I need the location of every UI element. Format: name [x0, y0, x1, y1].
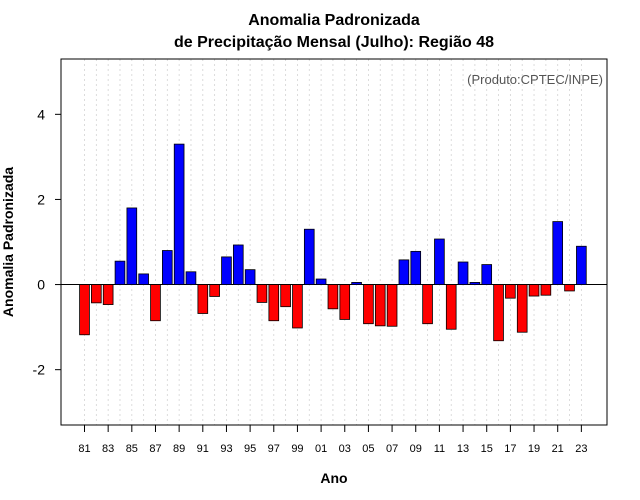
y-tick-label: 4 — [37, 106, 45, 122]
bar-00 — [303, 228, 315, 285]
bar-11 — [434, 238, 445, 285]
bar-21 — [552, 221, 563, 285]
bars-layer — [79, 143, 587, 342]
bar-12 — [445, 284, 457, 330]
x-tick-label: 83 — [102, 443, 114, 455]
bar-16 — [493, 284, 504, 342]
bar-09 — [410, 250, 422, 285]
bar-84 — [114, 260, 126, 285]
x-tick-label: 99 — [291, 443, 303, 455]
x-tick-label: 13 — [457, 443, 469, 455]
y-tick-label: -2 — [33, 362, 46, 378]
bar-82 — [91, 284, 102, 304]
bar-15 — [481, 264, 493, 285]
x-tick-label: 81 — [78, 443, 90, 455]
bar-97 — [268, 284, 280, 322]
x-tick-label: 07 — [386, 443, 398, 455]
bar-95 — [244, 269, 256, 285]
bar-23 — [576, 245, 587, 285]
bar-13 — [457, 261, 469, 285]
plot-frame — [60, 58, 608, 426]
chart-title-line-1: Anomalia Padronizada — [248, 12, 420, 29]
x-tick-label: 21 — [552, 443, 564, 455]
bar-92 — [209, 284, 220, 297]
bar-85 — [126, 207, 138, 285]
bar-01 — [315, 278, 327, 285]
bar-07 — [386, 284, 398, 327]
bar-17 — [505, 284, 516, 299]
bar-19 — [528, 284, 540, 297]
x-tick-label: 19 — [528, 443, 540, 455]
y-axis: -2 0 2 4 — [33, 106, 61, 378]
bar-94 — [232, 244, 244, 285]
x-tick-label: 97 — [268, 443, 280, 455]
bar-08 — [398, 259, 410, 285]
x-tick-label: 01 — [315, 443, 327, 455]
bar-90 — [185, 271, 197, 285]
x-axis-title: Ano — [320, 470, 347, 486]
bar-87 — [150, 284, 161, 322]
bar-06 — [374, 284, 386, 327]
x-tick-label: 91 — [197, 443, 209, 455]
bar-04 — [351, 282, 362, 285]
x-tick-label: 05 — [362, 443, 374, 455]
bar-86 — [138, 273, 149, 285]
x-tick-label: 09 — [410, 443, 422, 455]
x-tick-label: 87 — [149, 443, 161, 455]
bar-18 — [516, 284, 528, 333]
bar-88 — [162, 250, 173, 285]
bar-98 — [280, 284, 291, 308]
bar-10 — [422, 284, 433, 325]
x-tick-label: 85 — [126, 443, 138, 455]
grid-layer — [84, 59, 582, 425]
bar-05 — [363, 284, 374, 325]
y-tick-label: 2 — [37, 191, 45, 207]
x-tick-label: 11 — [434, 443, 445, 455]
x-tick-label: 23 — [575, 443, 587, 455]
bar-14 — [469, 282, 481, 285]
x-tick-label: 93 — [220, 443, 232, 455]
product-credit: (Produto:CPTEC/INPE) — [467, 72, 603, 87]
bar-83 — [102, 284, 114, 305]
y-tick-label: 0 — [37, 277, 45, 293]
chart-title-line-2: de Precipitação Mensal (Julho): Região 4… — [174, 34, 494, 51]
bar-22 — [564, 284, 575, 292]
x-tick-label: 15 — [481, 443, 493, 455]
bar-03 — [339, 284, 351, 320]
y-axis-title: Anomalia Padronizada — [0, 167, 16, 317]
x-tick-label: 89 — [173, 443, 185, 455]
x-axis: 81 83 85 87 89 91 93 95 97 99 01 03 05 07 09 11 13 15 17 19… — [78, 425, 587, 455]
bar-89 — [173, 143, 185, 285]
bar-99 — [292, 284, 303, 329]
bar-81 — [79, 284, 90, 336]
x-tick-label: 03 — [339, 443, 351, 455]
bar-20 — [540, 284, 552, 296]
bar-96 — [256, 284, 268, 303]
bar-91 — [197, 284, 209, 314]
bar-02 — [327, 284, 339, 310]
x-tick-label: 95 — [244, 443, 256, 455]
x-tick-label: 17 — [504, 443, 516, 455]
bar-93 — [221, 256, 232, 285]
